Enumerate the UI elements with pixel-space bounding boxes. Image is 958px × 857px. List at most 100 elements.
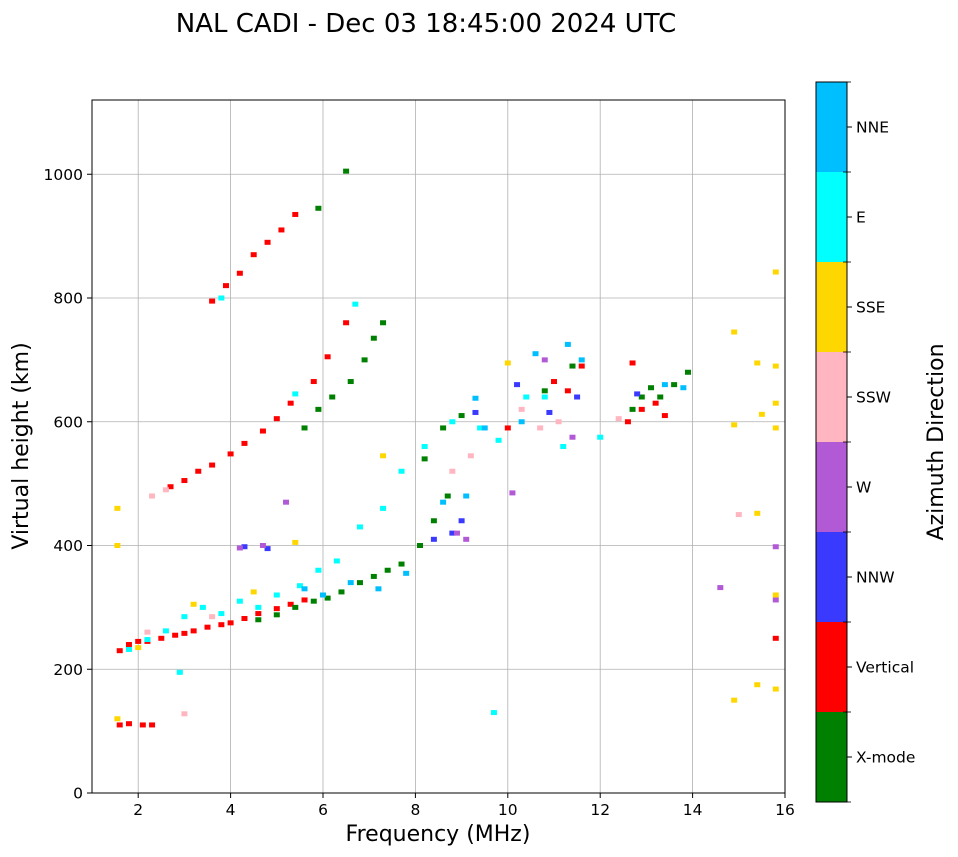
data-point-x-mode	[343, 168, 350, 174]
x-axis-ticks: 2 4 6 8 10 12 14 16	[133, 793, 795, 819]
data-point-nne	[403, 570, 410, 576]
data-point-x-mode	[315, 406, 322, 412]
data-point-nnw	[430, 536, 437, 542]
data-point-x-mode	[361, 357, 368, 363]
data-point-vertical	[551, 379, 557, 385]
data-point-ssw	[209, 614, 216, 620]
data-point-w	[463, 536, 470, 542]
data-point-sse	[250, 589, 257, 595]
data-point-vertical	[287, 601, 294, 607]
data-point-sse	[114, 505, 121, 511]
data-point-x-mode	[310, 598, 317, 604]
data-point-nnw	[514, 382, 521, 388]
data-point-nne	[375, 586, 382, 592]
data-point-nnw	[472, 409, 479, 415]
colorbar-segment	[816, 622, 847, 712]
data-point-e	[495, 437, 502, 443]
data-point-vertical	[310, 379, 317, 385]
data-point-nne	[301, 586, 308, 592]
x-axis-label: Frequency (MHz)	[346, 822, 531, 847]
data-point-ssw	[449, 468, 456, 474]
data-point-x-mode	[380, 320, 387, 326]
data-point-vertical	[227, 620, 234, 626]
data-points	[114, 168, 779, 728]
x-tick-label: 4	[226, 801, 236, 819]
data-point-vertical	[125, 721, 132, 727]
data-point-nne	[578, 357, 585, 363]
data-point-vertical	[343, 320, 350, 326]
y-tick-label: 1000	[44, 166, 83, 184]
data-point-vertical	[125, 642, 132, 647]
data-point-x-mode	[541, 388, 548, 394]
data-point-x-mode	[458, 413, 465, 419]
colorbar-tick-label: NNW	[856, 569, 895, 587]
colorbar-segment	[816, 262, 847, 352]
data-point-nnw	[634, 391, 641, 397]
data-point-w	[541, 357, 548, 363]
data-point-e	[218, 295, 225, 301]
data-point-vertical	[158, 635, 165, 641]
data-point-vertical	[301, 597, 308, 603]
data-point-vertical	[772, 635, 779, 641]
data-point-x-mode	[255, 617, 262, 623]
data-point-x-mode	[398, 561, 405, 567]
data-point-vertical	[273, 416, 280, 422]
data-point-vertical	[652, 400, 659, 406]
data-point-ssw	[735, 512, 742, 518]
data-point-nne	[564, 341, 571, 347]
data-point-sse	[772, 425, 779, 431]
data-point-x-mode	[638, 394, 645, 400]
data-point-e	[199, 604, 206, 610]
data-point-x-mode	[315, 205, 322, 211]
data-point-e	[292, 391, 299, 397]
data-point-vertical	[273, 606, 280, 612]
data-point-w	[283, 499, 290, 505]
data-point-nnw	[574, 394, 581, 400]
x-tick-label: 10	[498, 801, 518, 819]
data-point-w	[772, 544, 779, 550]
data-point-vertical	[236, 270, 243, 276]
data-point-vertical	[139, 722, 146, 728]
data-point-x-mode	[370, 335, 377, 341]
data-point-x-mode	[657, 394, 664, 400]
data-point-ssw	[518, 406, 525, 412]
data-point-vertical	[292, 211, 299, 217]
data-point-e	[181, 614, 188, 620]
data-point-x-mode	[324, 595, 331, 601]
data-point-e	[398, 468, 405, 474]
data-point-ssw	[615, 416, 622, 422]
colorbar-segment	[816, 442, 847, 532]
colorbar: X-mode Vertical NNW W SSW SSE E NNE	[815, 81, 915, 803]
data-point-vertical	[624, 419, 631, 425]
x-tick-label: 12	[590, 801, 610, 819]
y-tick-label: 800	[53, 290, 83, 308]
data-point-vertical	[241, 440, 248, 446]
y-tick-label: 600	[53, 413, 83, 431]
data-point-vertical	[204, 624, 211, 630]
data-point-sse	[772, 363, 779, 369]
data-point-vertical	[504, 425, 511, 431]
data-point-vertical	[250, 252, 257, 258]
data-point-vertical	[116, 722, 123, 728]
data-point-nne	[347, 580, 354, 586]
data-point-vertical	[661, 413, 668, 419]
data-point-vertical	[222, 283, 229, 289]
colorbar-segment	[816, 172, 847, 262]
data-point-vertical	[195, 468, 202, 474]
data-point-x-mode	[347, 379, 354, 385]
data-point-vertical	[255, 611, 262, 617]
data-point-e	[597, 434, 604, 440]
data-point-e	[380, 505, 387, 511]
data-point-vertical	[241, 616, 248, 622]
data-point-x-mode	[444, 493, 451, 499]
data-point-vertical	[227, 451, 234, 457]
data-point-vertical	[629, 360, 636, 366]
x-tick-label: 16	[775, 801, 795, 819]
data-point-e	[523, 394, 530, 400]
data-point-nne	[518, 419, 525, 425]
data-point-e	[162, 628, 169, 634]
data-point-e	[490, 710, 497, 716]
data-point-vertical	[181, 478, 188, 484]
data-point-vertical	[209, 462, 216, 468]
data-point-x-mode	[629, 406, 636, 412]
